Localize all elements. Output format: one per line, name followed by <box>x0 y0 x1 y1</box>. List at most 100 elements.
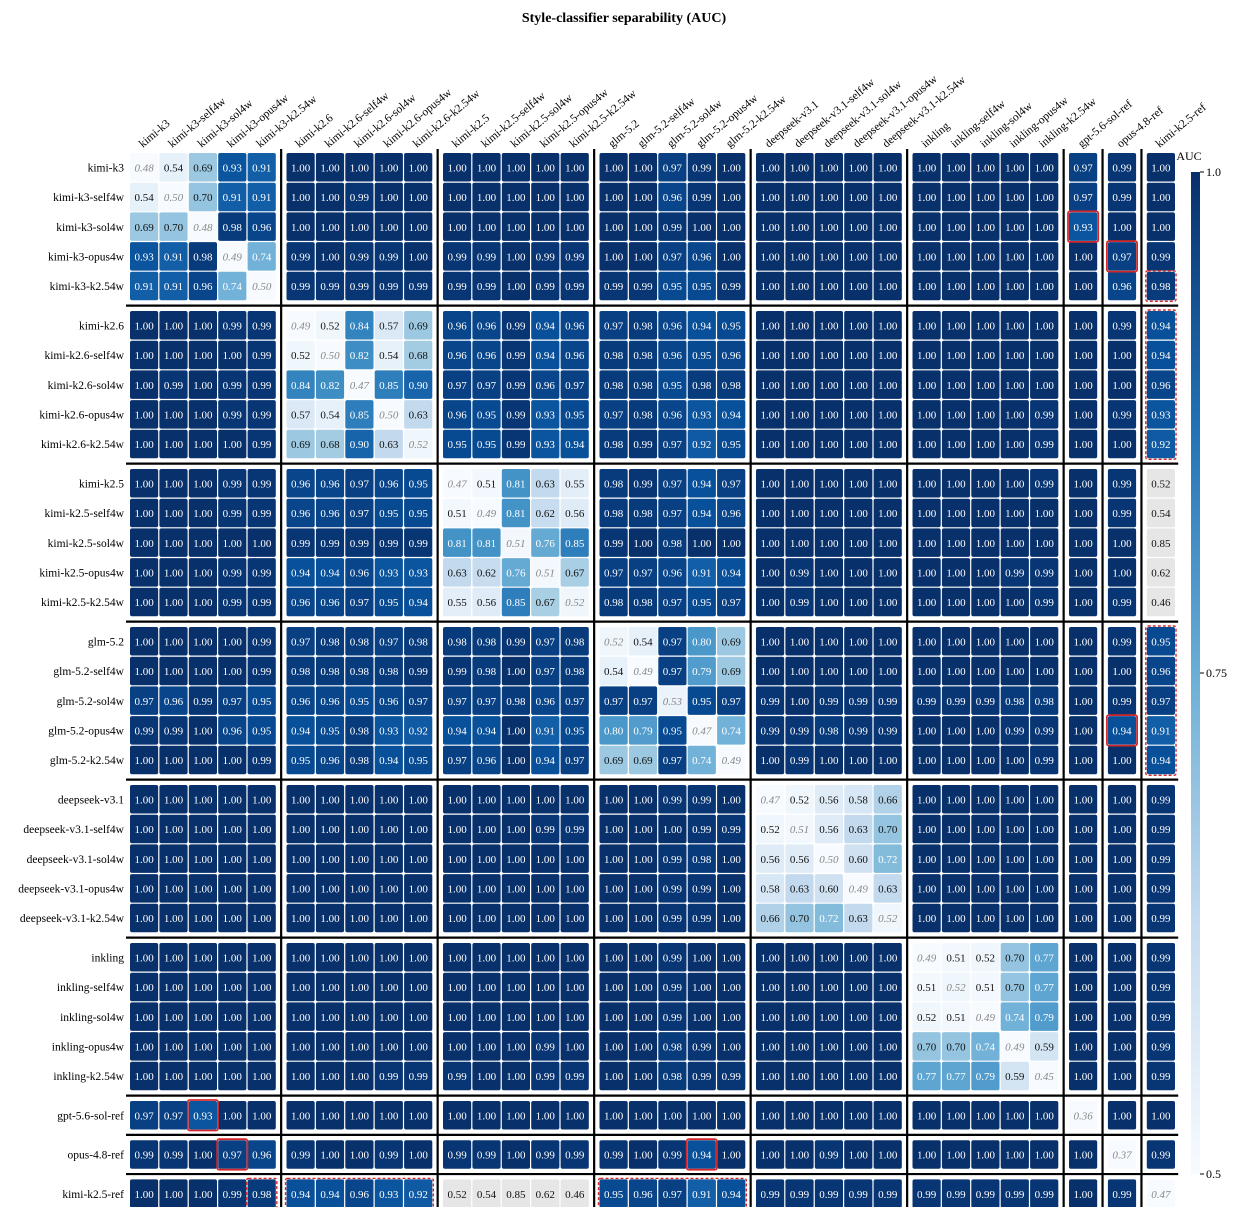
cell-value-label: 1.00 <box>409 854 429 866</box>
cell-value-label: 0.99 <box>447 281 467 293</box>
cell-value-label: 1.00 <box>760 1012 780 1024</box>
heatmap-cell <box>1000 212 1029 241</box>
group-separators <box>126 149 1179 1207</box>
cell-value-label: 1.00 <box>1073 380 1093 392</box>
cell-value-label: 0.96 <box>291 597 311 609</box>
cell-value-label: 0.97 <box>722 597 742 609</box>
heatmap-cell <box>1107 400 1137 429</box>
heatmap-cell <box>785 943 814 972</box>
row-label: kimi-k2.5-k2.54w <box>41 597 125 609</box>
cell-value-label: 0.98 <box>350 666 370 678</box>
heatmap-cell <box>941 498 971 528</box>
heatmap-cell <box>130 340 159 370</box>
heatmap-cell <box>531 785 560 814</box>
cell-value-label: 1.00 <box>917 409 937 421</box>
heatmap-cell <box>472 528 501 557</box>
heatmap-cell <box>873 785 902 814</box>
heatmap-cell <box>1069 498 1098 528</box>
row-label: kimi-k2.6-k2.54w <box>41 439 125 451</box>
heatmap-cell <box>785 844 814 873</box>
heatmap-cell <box>1146 874 1175 903</box>
cell-value-label: 1.00 <box>379 854 399 866</box>
cell-value-label: 1.00 <box>565 1041 585 1053</box>
cell-value-label: 1.00 <box>819 380 839 392</box>
cell-value-label: 1.00 <box>1035 794 1055 806</box>
cell-value-label: 1.00 <box>164 636 184 648</box>
heatmap-cell <box>941 1140 971 1169</box>
heatmap-cell <box>1030 1061 1059 1091</box>
row-label: inkling-self4w <box>57 982 125 994</box>
cell-value-label: 1.00 <box>193 1071 213 1083</box>
cell-value-label: 1.00 <box>164 666 184 678</box>
cell-value-label: 1.00 <box>477 913 497 925</box>
heatmap-cell <box>218 558 247 587</box>
cell-value-label: 0.99 <box>692 162 712 174</box>
heatmap-cell <box>873 153 902 182</box>
heatmap-cell <box>717 311 746 340</box>
cell-value-label: 0.99 <box>291 538 311 550</box>
cell-value-label: 0.97 <box>379 636 399 648</box>
heatmap-cell <box>1030 627 1059 656</box>
heatmap-cell <box>844 1179 873 1207</box>
heatmap-cell <box>785 785 814 814</box>
heatmap-cell <box>756 656 785 686</box>
heatmap-cell <box>218 1061 247 1091</box>
cell-value-label: 1.00 <box>320 824 340 836</box>
heatmap-cell <box>687 656 716 686</box>
heatmap-cell <box>844 558 873 587</box>
cell-value-label: 1.00 <box>604 1071 624 1083</box>
cell-value-label: 1.00 <box>760 1110 780 1122</box>
heatmap-cell <box>756 498 785 528</box>
cell-value-label: 0.55 <box>565 478 585 490</box>
heatmap-cell <box>345 558 374 587</box>
cell-value-label: 0.94 <box>722 409 742 421</box>
heatmap-cell <box>658 874 687 903</box>
heatmap-cell <box>286 182 315 212</box>
heatmap-cell <box>443 1032 472 1061</box>
cell-value-label: 0.97 <box>663 636 683 648</box>
heatmap-cell <box>286 1101 315 1130</box>
cell-value-label: 1.00 <box>722 1041 742 1053</box>
heatmap-cell <box>658 745 687 775</box>
cell-value-label: 1.00 <box>819 409 839 421</box>
heatmap-cell <box>756 785 785 814</box>
cell-value-label: 1.00 <box>819 1071 839 1083</box>
cell-value-label: 1.00 <box>790 538 810 550</box>
heatmap-cell <box>404 814 433 844</box>
heatmap-cell <box>315 587 345 617</box>
cell-value-label: 0.48 <box>134 162 154 174</box>
heatmap-cell <box>130 182 159 212</box>
heatmap-cell <box>345 943 374 972</box>
cell-value-label: 0.63 <box>536 478 556 490</box>
heatmap-cell <box>1107 1179 1137 1207</box>
heatmap-cell <box>404 528 433 557</box>
cell-value-label: 0.94 <box>722 1189 742 1201</box>
cell-value-label: 0.91 <box>223 192 242 204</box>
cell-value-label: 0.90 <box>409 380 429 392</box>
heatmap-cell <box>599 1179 628 1207</box>
heatmap-cell <box>873 1061 902 1091</box>
heatmap-cell <box>443 400 472 429</box>
cell-value-label: 1.00 <box>917 1150 937 1162</box>
heatmap-cell <box>472 242 501 271</box>
cell-value-label: 0.99 <box>1035 567 1055 579</box>
cell-value-label: 0.97 <box>633 567 653 579</box>
cell-value-label: 0.94 <box>536 755 556 767</box>
cell-value-label: 0.96 <box>1151 380 1171 392</box>
heatmap-cell <box>844 903 873 933</box>
heatmap-cell <box>286 1061 315 1091</box>
cell-value-label: 1.00 <box>878 1012 898 1024</box>
heatmap-cell <box>501 785 530 814</box>
row-label: kimi-k3-k2.54w <box>50 281 125 293</box>
cell-value-label: 1.00 <box>477 883 497 895</box>
heatmap-cell <box>658 844 687 873</box>
heatmap-cell <box>844 212 873 241</box>
heatmap-cell <box>912 498 941 528</box>
cell-value-label: 0.54 <box>477 1189 497 1201</box>
cell-value-label: 0.94 <box>1151 755 1171 767</box>
cell-value-label: 0.99 <box>819 696 839 708</box>
heatmap-cell <box>756 716 785 745</box>
cell-value-label: 0.84 <box>350 320 370 332</box>
heatmap-cell <box>658 1101 687 1130</box>
heatmap-cell <box>531 844 560 873</box>
